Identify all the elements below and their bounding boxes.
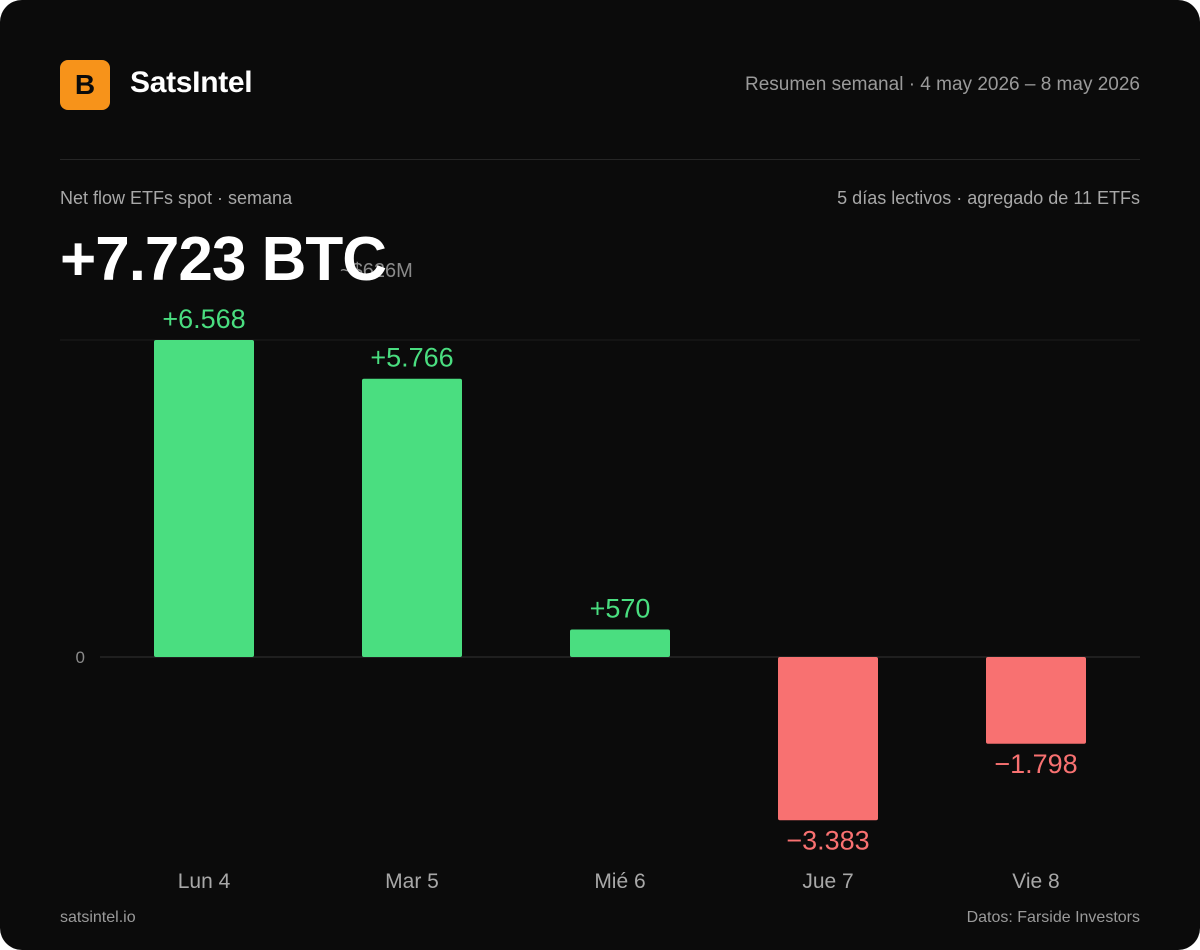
summary-meta: 5 días lectivos · agregado de 11 ETFs <box>837 188 1140 208</box>
x-tick-label-3: Mié 6 <box>594 870 645 893</box>
data-label-5: −1.798 <box>994 749 1077 779</box>
footer-site: satsintel.io <box>60 909 136 926</box>
brand-name: SatsIntel <box>130 66 253 99</box>
brand-logo: B <box>60 60 110 110</box>
bar-3 <box>570 629 670 657</box>
brand-logo-letter: B <box>74 69 96 100</box>
total-btc: +7.723 BTC <box>60 225 387 294</box>
bar-2 <box>362 378 462 657</box>
data-label-2: +5.766 <box>370 343 453 373</box>
total-usd: ~$626M <box>340 260 413 282</box>
y-tick-label-zero: 0 <box>76 648 85 667</box>
x-tick-label-4: Jue 7 <box>802 870 853 893</box>
bar-4 <box>778 657 878 821</box>
header-divider <box>60 159 1140 160</box>
data-label-1: +6.568 <box>162 304 245 334</box>
summary-label: Net flow ETFs spot · semana <box>60 188 293 208</box>
data-label-3: +570 <box>590 593 651 623</box>
x-tick-label-5: Vie 8 <box>1012 870 1060 893</box>
x-tick-label-1: Lun 4 <box>178 870 231 893</box>
data-label-4: −3.383 <box>786 825 869 855</box>
bar-1 <box>154 340 254 657</box>
period-label: Resumen semanal · 4 may 2026 – 8 may 202… <box>745 74 1140 95</box>
x-tick-label-2: Mar 5 <box>385 870 439 893</box>
footer-source: Datos: Farside Investors <box>966 909 1140 926</box>
bar-5 <box>986 657 1086 744</box>
